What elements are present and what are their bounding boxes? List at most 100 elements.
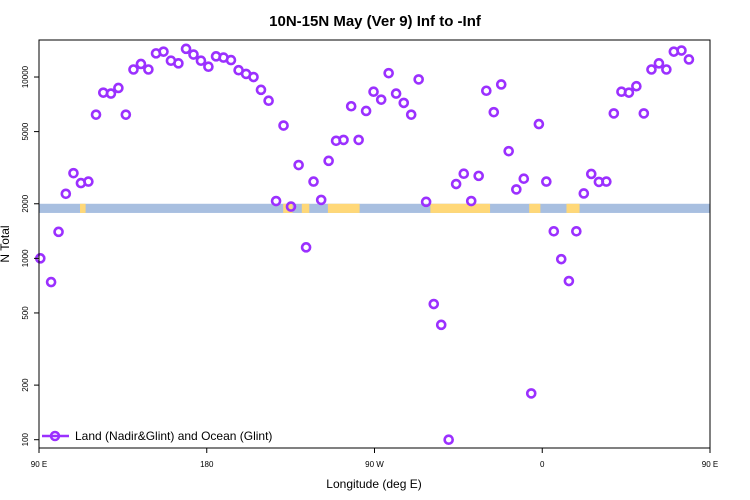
- data-point: [173, 58, 184, 69]
- data-point: [105, 88, 117, 99]
- data-point: [676, 45, 687, 56]
- data-point: [293, 159, 304, 171]
- data-point: [578, 188, 590, 199]
- data-point: [653, 58, 665, 69]
- ocean-band: [39, 203, 710, 213]
- data-point: [375, 94, 387, 105]
- data-point: [90, 109, 102, 120]
- data-point: [473, 170, 484, 182]
- land-segment: [80, 203, 86, 213]
- data-point: [623, 87, 635, 98]
- data-point: [511, 184, 522, 195]
- y-axis-ticks: 100 200 500 1000 2000 5000 10000: [21, 65, 39, 446]
- data-point: [203, 61, 214, 72]
- data-point: [53, 226, 64, 238]
- y-tick-label: 1000: [21, 249, 30, 267]
- data-point: [278, 120, 289, 131]
- data-point: [541, 176, 552, 187]
- data-point: [338, 134, 349, 146]
- x-tick-label: 180: [200, 460, 214, 469]
- data-point: [563, 275, 575, 287]
- land-segment: [529, 203, 541, 213]
- y-tick-label: 2000: [21, 194, 30, 212]
- data-point: [465, 195, 477, 207]
- data-point: [68, 167, 79, 179]
- y-tick-label: 5000: [21, 122, 30, 140]
- data-point: [315, 194, 327, 206]
- y-tick-label: 200: [21, 378, 30, 392]
- data-point: [638, 108, 650, 119]
- x-tick-label: 0: [540, 460, 545, 469]
- data-point: [646, 64, 657, 75]
- data-point: [60, 188, 72, 200]
- plot-frame: [38, 39, 711, 449]
- data-point: [300, 242, 312, 253]
- data-point: [263, 95, 274, 107]
- land-segment: [430, 203, 491, 213]
- land-segment: [301, 203, 310, 213]
- data-point: [518, 173, 530, 184]
- data-point: [601, 176, 612, 187]
- data-point: [398, 97, 410, 109]
- data-point: [143, 64, 154, 75]
- data-point: [248, 71, 259, 83]
- data-point: [631, 80, 642, 92]
- data-point: [420, 196, 432, 208]
- data-point: [285, 201, 297, 212]
- data-point: [405, 109, 417, 120]
- land-segment: [566, 203, 580, 213]
- data-point: [443, 434, 454, 446]
- legend-entry-label: Land (Nadir&Glint) and Ocean (Glint): [75, 429, 272, 443]
- data-point: [608, 108, 620, 119]
- data-point: [481, 85, 492, 97]
- data-point: [458, 168, 470, 179]
- data-point: [495, 79, 507, 90]
- data-point: [135, 58, 147, 70]
- x-tick-label: 90 W: [365, 460, 384, 469]
- data-point: [488, 106, 500, 118]
- legend-marker: [49, 430, 61, 442]
- y-axis-label: N Total: [0, 225, 12, 262]
- data-point: [503, 145, 515, 157]
- data-point: [585, 168, 597, 180]
- data-point: [571, 225, 582, 237]
- data-point: [368, 86, 379, 97]
- y-tick-label: 10000: [21, 65, 30, 88]
- y-tick-label: 500: [21, 306, 30, 320]
- data-point: [525, 388, 537, 399]
- data-point: [450, 178, 462, 190]
- data-point: [323, 155, 334, 167]
- data-point: [533, 118, 545, 130]
- data-point: [661, 64, 672, 75]
- data-point: [188, 49, 199, 60]
- data-point: [225, 54, 237, 66]
- data-point: [45, 276, 57, 288]
- land-segment: [327, 203, 360, 213]
- data-points: [35, 43, 695, 446]
- data-point: [255, 84, 267, 96]
- data-point: [128, 64, 139, 75]
- land-ocean-band: [39, 203, 710, 213]
- data-point: [360, 105, 372, 117]
- data-point: [113, 82, 124, 94]
- data-point: [555, 253, 567, 265]
- data-point: [120, 109, 132, 120]
- data-point: [548, 225, 560, 237]
- data-point: [428, 298, 440, 310]
- data-point: [83, 176, 94, 187]
- legend: Land (Nadir&Glint) and Ocean (Glint): [42, 429, 272, 443]
- x-axis-ticks: 90 E 180 90 W 0 90 E: [31, 448, 718, 469]
- data-point: [383, 67, 394, 79]
- data-point: [353, 134, 364, 146]
- x-tick-label: 90 E: [31, 460, 47, 469]
- x-axis-label: Longitude (deg E): [326, 477, 421, 491]
- data-point: [180, 43, 192, 55]
- data-point: [195, 55, 207, 67]
- chart-title: 10N-15N May (Ver 9) Inf to -Inf: [269, 13, 482, 30]
- data-point: [683, 54, 695, 65]
- data-point: [158, 46, 169, 57]
- data-point: [413, 74, 424, 85]
- data-point: [308, 176, 319, 187]
- data-point: [435, 319, 447, 331]
